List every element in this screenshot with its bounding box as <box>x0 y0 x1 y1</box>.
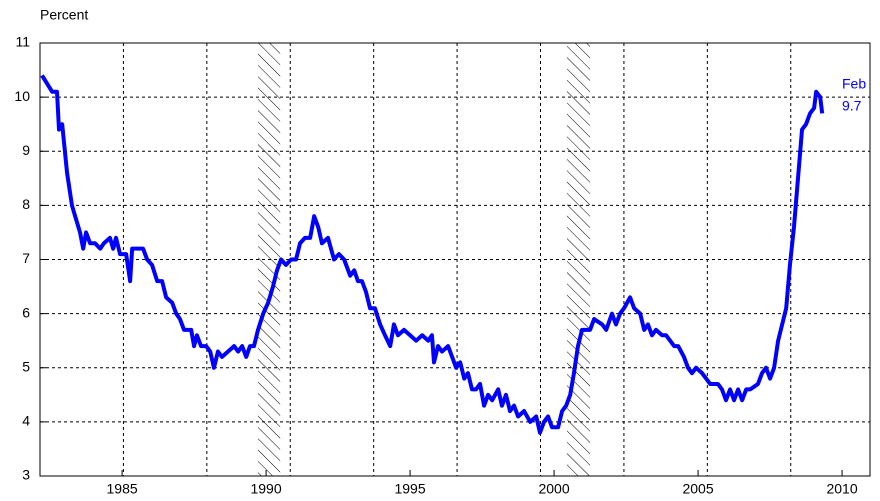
y-tick-label: 3 <box>22 467 30 483</box>
annotation-month: Feb <box>842 76 866 92</box>
x-tick-label: 2000 <box>538 481 569 497</box>
y-tick-label: 11 <box>15 34 30 50</box>
y-tick-label: 4 <box>22 413 30 429</box>
x-tick-label: 1985 <box>107 481 138 497</box>
plot-frame <box>39 42 871 477</box>
x-tick-label: 1990 <box>250 481 281 497</box>
data-line <box>40 74 825 435</box>
annotation-value: 9.7 <box>842 98 862 114</box>
x-tick-label: 1995 <box>394 481 425 497</box>
y-tick-label: 6 <box>22 304 30 320</box>
y-axis-label: Percent <box>40 7 88 23</box>
x-tick-label: 2005 <box>682 481 713 497</box>
y-tick-label: 10 <box>14 88 30 104</box>
x-tick-label: 2010 <box>826 481 857 497</box>
y-tick-label: 5 <box>22 358 30 374</box>
y-tick-label: 7 <box>22 250 30 266</box>
y-tick-label: 8 <box>22 196 30 212</box>
y-tick-label: 9 <box>22 142 30 158</box>
